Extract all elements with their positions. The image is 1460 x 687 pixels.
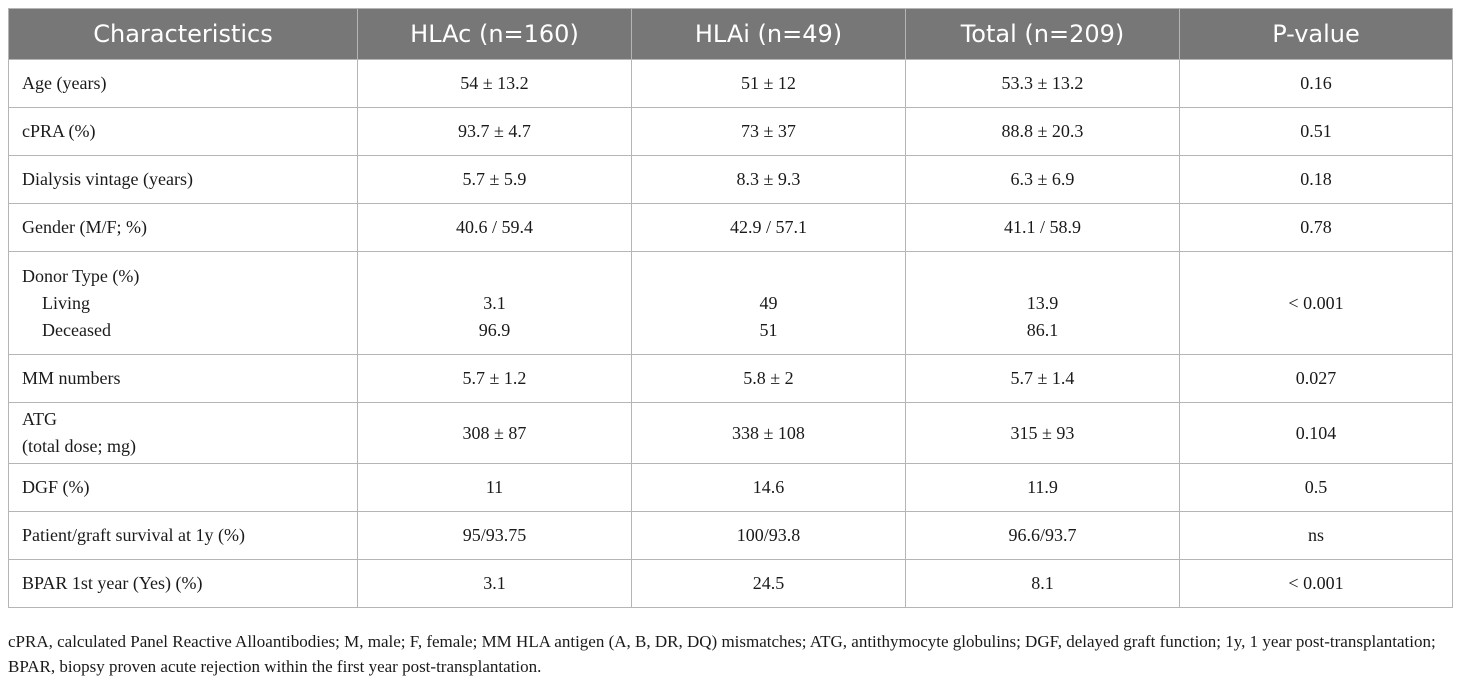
cell-hlac: 5.7 ± 1.2 xyxy=(357,354,632,403)
row-label: ATG (total dose; mg) xyxy=(8,402,358,464)
cell-hlai: 14.6 xyxy=(631,463,906,512)
table-container: Characteristics HLAc (n=160) HLAi (n=49)… xyxy=(8,8,1453,608)
table-footnote: cPRA, calculated Panel Reactive Alloanti… xyxy=(8,632,1436,676)
row-label: Dialysis vintage (years) xyxy=(8,155,358,204)
cell-hlac: 11 xyxy=(357,463,632,512)
cell-total: 96.6/93.7 xyxy=(905,511,1180,560)
table-row: Patient/graft survival at 1y (%) 95/93.7… xyxy=(8,511,1453,560)
table-row: Gender (M/F; %) 40.6 / 59.4 42.9 / 57.1 … xyxy=(8,203,1453,252)
header-p-value: P-value xyxy=(1179,8,1453,60)
cell-total: 5.7 ± 1.4 xyxy=(905,354,1180,403)
cell-p-value: 0.51 xyxy=(1179,107,1453,156)
row-label: cPRA (%) xyxy=(8,107,358,156)
living-hlac: 3.1 xyxy=(483,292,506,313)
cell-hlai: 338 ± 108 xyxy=(631,402,906,464)
row-label: Patient/graft survival at 1y (%) xyxy=(8,511,358,560)
row-label: Gender (M/F; %) xyxy=(8,203,358,252)
cell-hlai: 42.9 / 57.1 xyxy=(631,203,906,252)
cell-total: 41.1 / 58.9 xyxy=(905,203,1180,252)
row-label: DGF (%) xyxy=(8,463,358,512)
cell-total: 13.9 86.1 xyxy=(905,251,1180,355)
cell-total: 11.9 xyxy=(905,463,1180,512)
header-total: Total (n=209) xyxy=(905,8,1180,60)
header-characteristics: Characteristics xyxy=(8,8,358,60)
cell-total: 315 ± 93 xyxy=(905,402,1180,464)
header-hlai: HLAi (n=49) xyxy=(631,8,906,60)
row-label: Age (years) xyxy=(8,59,358,108)
cell-p-value: ns xyxy=(1179,511,1453,560)
donor-type-label: Donor Type (%) xyxy=(22,265,140,286)
cell-total: 53.3 ± 13.2 xyxy=(905,59,1180,108)
living-hlai: 49 xyxy=(759,292,778,313)
cell-p-value: 0.104 xyxy=(1179,402,1453,464)
cell-hlac: 40.6 / 59.4 xyxy=(357,203,632,252)
characteristics-table: Characteristics HLAc (n=160) HLAi (n=49)… xyxy=(8,8,1453,608)
cell-total: 6.3 ± 6.9 xyxy=(905,155,1180,204)
deceased-hlac: 96.9 xyxy=(478,319,511,340)
cell-hlac: 3.1 96.9 xyxy=(357,251,632,355)
cell-hlac: 95/93.75 xyxy=(357,511,632,560)
table-row: BPAR 1st year (Yes) (%) 3.1 24.5 8.1 < 0… xyxy=(8,559,1453,608)
cell-total: 8.1 xyxy=(905,559,1180,608)
table-row: DGF (%) 11 14.6 11.9 0.5 xyxy=(8,463,1453,512)
cell-p-value: < 0.001 xyxy=(1179,251,1453,355)
cell-hlai: 73 ± 37 xyxy=(631,107,906,156)
cell-hlai: 24.5 xyxy=(631,559,906,608)
cell-hlai: 8.3 ± 9.3 xyxy=(631,155,906,204)
cell-hlai: 5.8 ± 2 xyxy=(631,354,906,403)
cell-p-value: < 0.001 xyxy=(1179,559,1453,608)
table-row: cPRA (%) 93.7 ± 4.7 73 ± 37 88.8 ± 20.3 … xyxy=(8,107,1453,156)
cell-p-value: 0.18 xyxy=(1179,155,1453,204)
atg-label-line1: ATG xyxy=(22,409,57,429)
cell-hlai: 100/93.8 xyxy=(631,511,906,560)
living-p-value: < 0.001 xyxy=(1288,292,1344,313)
atg-label-line2: (total dose; mg) xyxy=(22,436,136,456)
cell-p-value: 0.16 xyxy=(1179,59,1453,108)
cell-total: 88.8 ± 20.3 xyxy=(905,107,1180,156)
table-row: Age (years) 54 ± 13.2 51 ± 12 53.3 ± 13.… xyxy=(8,59,1453,108)
living-label: Living xyxy=(42,292,90,313)
row-label: MM numbers xyxy=(8,354,358,403)
header-hlac: HLAc (n=160) xyxy=(357,8,632,60)
deceased-label: Deceased xyxy=(42,319,111,340)
cell-p-value: 0.027 xyxy=(1179,354,1453,403)
cell-p-value: 0.5 xyxy=(1179,463,1453,512)
cell-hlac: 54 ± 13.2 xyxy=(357,59,632,108)
cell-hlac: 93.7 ± 4.7 xyxy=(357,107,632,156)
header-row: Characteristics HLAc (n=160) HLAi (n=49)… xyxy=(8,8,1453,60)
row-label: Donor Type (%) Living Deceased xyxy=(8,251,358,355)
cell-hlac: 308 ± 87 xyxy=(357,402,632,464)
cell-p-value: 0.78 xyxy=(1179,203,1453,252)
cell-hlai: 51 ± 12 xyxy=(631,59,906,108)
living-total: 13.9 xyxy=(1026,292,1059,313)
table-row: MM numbers 5.7 ± 1.2 5.8 ± 2 5.7 ± 1.4 0… xyxy=(8,354,1453,403)
table-row-donor-type: Donor Type (%) Living Deceased 3.1 96.9 … xyxy=(8,251,1453,355)
deceased-hlai: 51 xyxy=(759,319,778,340)
row-label: BPAR 1st year (Yes) (%) xyxy=(8,559,358,608)
table-row-atg: ATG (total dose; mg) 308 ± 87 338 ± 108 … xyxy=(8,402,1453,464)
cell-hlai: 49 51 xyxy=(631,251,906,355)
cell-hlac: 5.7 ± 5.9 xyxy=(357,155,632,204)
deceased-total: 86.1 xyxy=(1026,319,1059,340)
table-row: Dialysis vintage (years) 5.7 ± 5.9 8.3 ±… xyxy=(8,155,1453,204)
cell-hlac: 3.1 xyxy=(357,559,632,608)
